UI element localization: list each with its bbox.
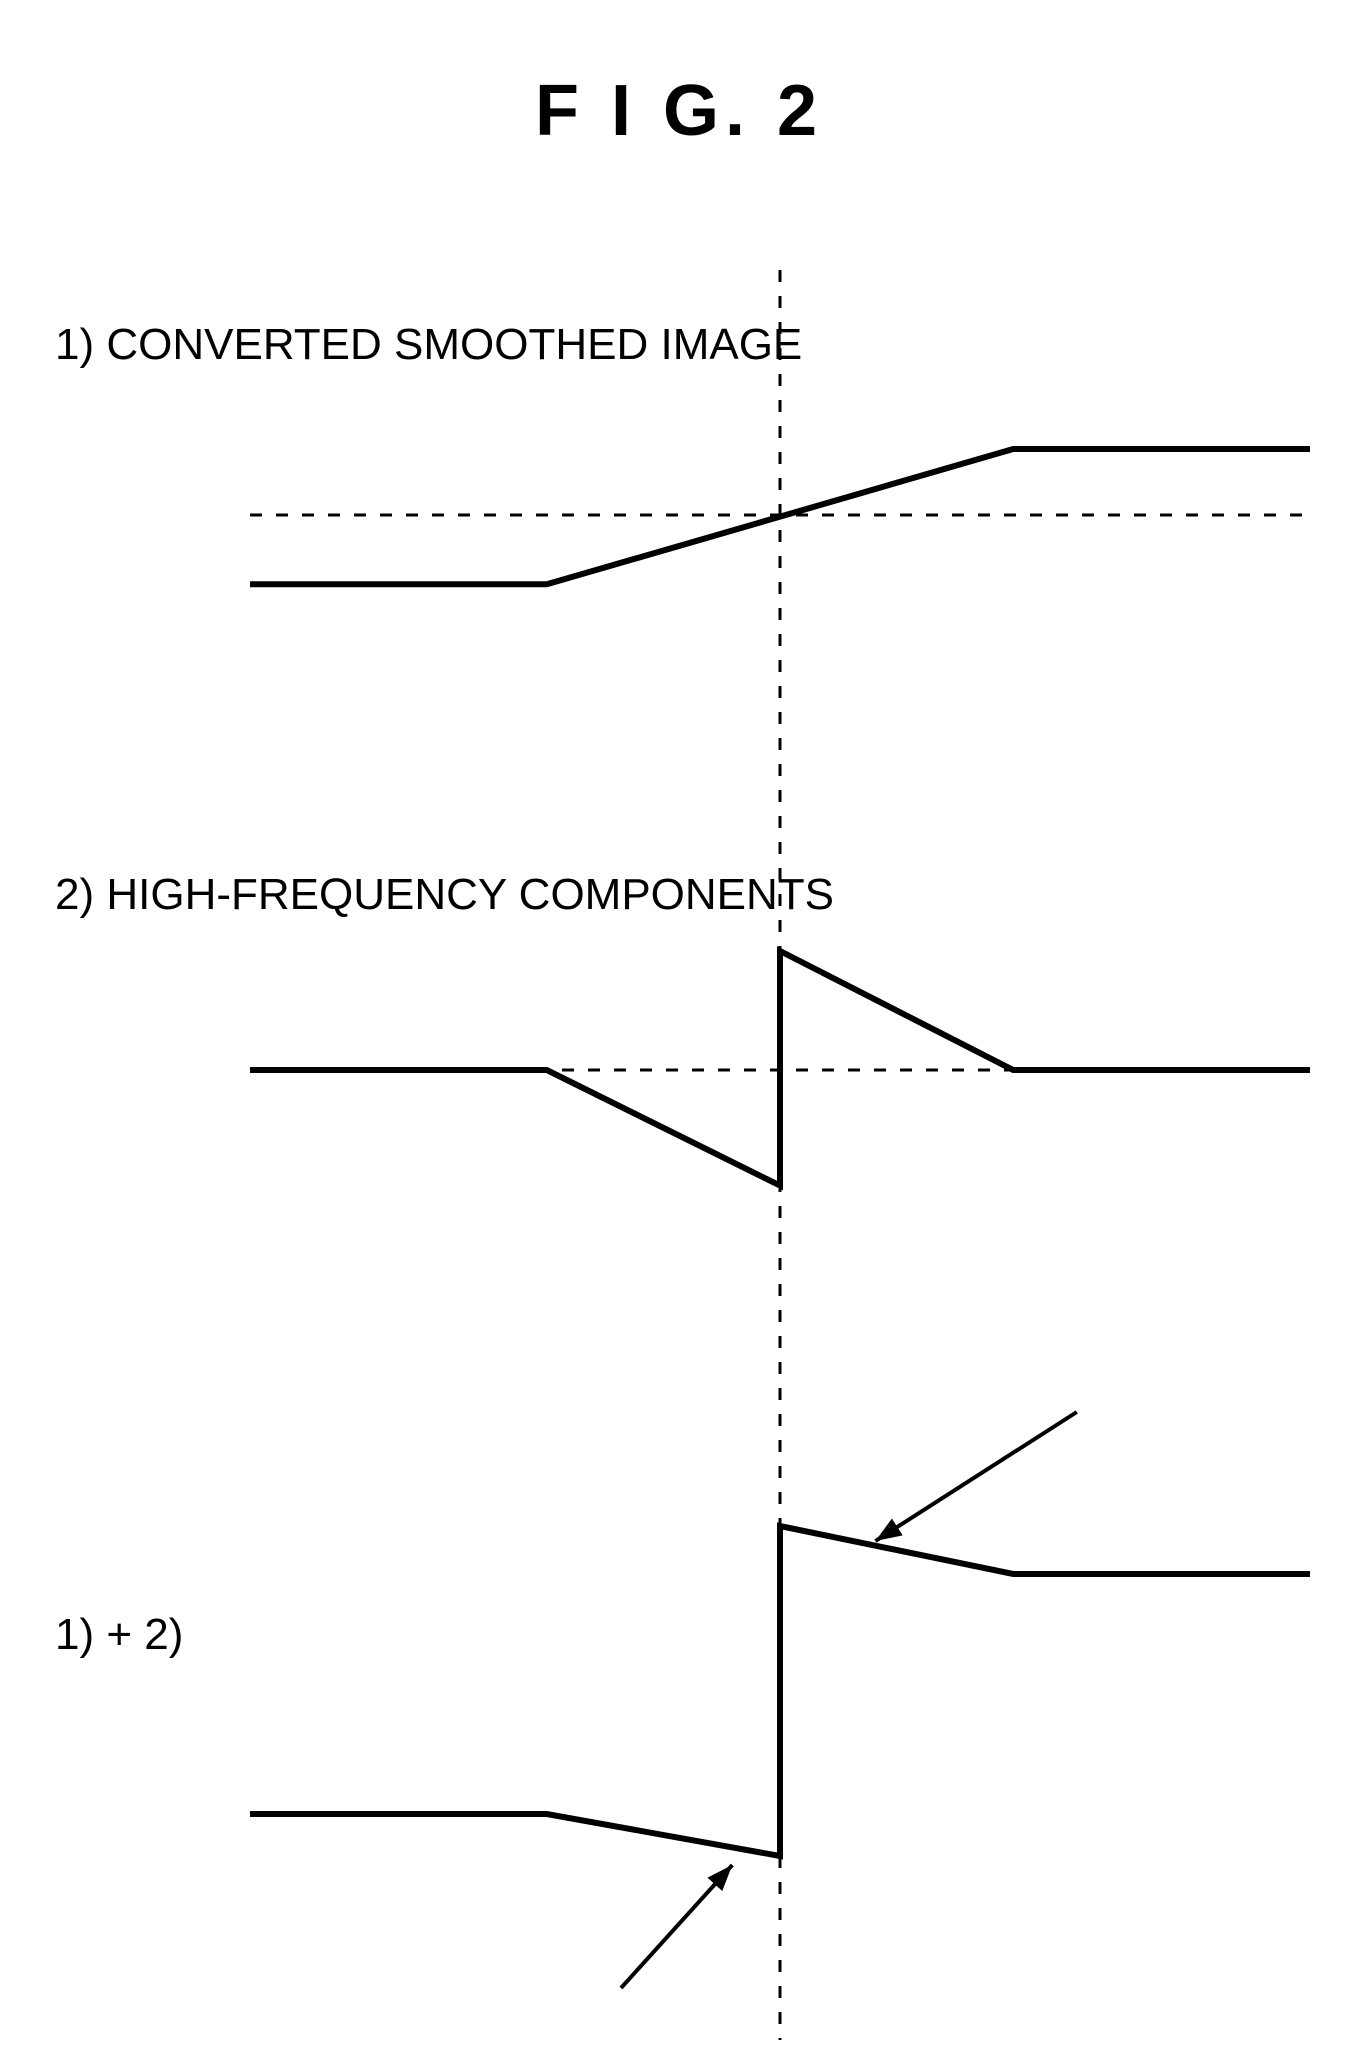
panel-3-label: 1) + 2): [55, 1610, 183, 1660]
vertical-center-line: [250, 270, 1310, 2040]
figure-title: F I G. 2: [0, 70, 1358, 152]
figure-page: F I G. 2 1) CONVERTED SMOOTHED IMAGE 2) …: [0, 0, 1358, 2046]
